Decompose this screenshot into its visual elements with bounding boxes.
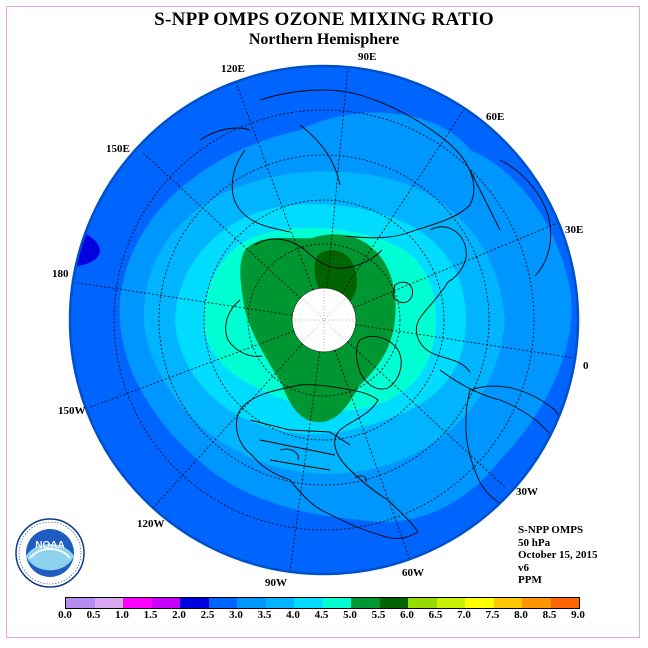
colorbar-swatch [550, 598, 579, 608]
lon-label-90e: 90E [358, 51, 377, 63]
colorbar-tick-label: 5.0 [343, 609, 357, 621]
colorbar-swatch [123, 598, 152, 608]
colorbar-swatch [208, 598, 237, 608]
colorbar-swatch [522, 598, 551, 608]
colorbar-tick-label: 7.0 [457, 609, 471, 621]
colorbar-tick-label: 6.5 [428, 609, 443, 621]
colorbar-tick-label: 1.5 [143, 609, 158, 621]
noaa-logo: NOAA [15, 518, 85, 588]
pole-grid [292, 288, 356, 352]
lon-label-60w: 60W [402, 567, 424, 579]
colorbar-tick-label: 2.0 [172, 609, 186, 621]
colorbar-swatch [493, 598, 522, 608]
colorbar-swatch [351, 598, 380, 608]
lon-label-30e: 30E [565, 224, 584, 236]
colorbar-swatch [265, 598, 294, 608]
colorbar-swatch [322, 598, 351, 608]
lon-label-90w: 90W [265, 577, 287, 589]
colorbar-tick-label: 4.5 [314, 609, 329, 621]
colorbar-tick-label: 3.0 [229, 609, 243, 621]
colorbar-tick-label: 2.5 [200, 609, 215, 621]
meridians [71, 66, 576, 573]
lon-label-0: 0 [583, 360, 589, 372]
coastlines [199, 89, 571, 539]
info-instrument: S-NPP OMPS [518, 524, 584, 536]
colorbar-swatch [66, 598, 95, 608]
colorbar-tick-label: 6.0 [400, 609, 414, 621]
info-level: 50 hPa [518, 536, 551, 549]
map-subtitle: Northern Hemisphere [248, 31, 400, 48]
noaa-logo-text: NOAA [35, 540, 64, 551]
colorbar-tick-label: 8.5 [542, 609, 557, 621]
lon-label-60e: 60E [486, 111, 505, 123]
colorbar-swatch [379, 598, 408, 608]
lon-label-30w: 30W [516, 486, 538, 498]
colorbar-swatch [180, 598, 209, 608]
colorbar-swatch [237, 598, 266, 608]
colorbar-swatch [465, 598, 494, 608]
colorbar-swatch [94, 598, 123, 608]
disc-rim [68, 64, 580, 576]
colorbar-tick-label: 7.5 [485, 609, 500, 621]
lon-label-120w: 120W [137, 518, 165, 530]
colorbar-tick-label: 3.5 [257, 609, 272, 621]
colorbar-swatch [436, 598, 465, 608]
colorbar-swatch [408, 598, 437, 608]
info-version: v6 [518, 561, 529, 574]
colorbar-tick-label: 5.5 [371, 609, 386, 621]
figure-frame [6, 6, 640, 638]
lon-label-150w: 150W [58, 405, 86, 417]
info-date: October 15, 2015 [518, 549, 598, 561]
lon-label-120e: 120E [221, 63, 245, 75]
colorbar [65, 597, 580, 609]
colorbar-tick-label: 1.0 [115, 609, 129, 621]
map-title: S-NPP OMPS OZONE MIXING RATIO [154, 9, 494, 30]
colorbar-tick-label: 8.0 [514, 609, 528, 621]
colorbar-tick-label: 9.0 [571, 609, 585, 621]
colorbar-tick-label: 0.5 [86, 609, 101, 621]
lon-label-180: 180 [52, 268, 69, 280]
latitude-circles [113, 109, 535, 531]
colorbar-swatch [151, 598, 180, 608]
colorbar-tick-label: 0.0 [58, 609, 72, 621]
info-units: PPM [518, 574, 542, 586]
colorbar-swatch [294, 598, 323, 608]
info-block: S-NPP OMPS 50 hPa October 15, 2015 v6 PP… [518, 524, 598, 587]
lon-label-150e: 150E [106, 143, 130, 155]
colorbar-tick-label: 4.0 [286, 609, 300, 621]
